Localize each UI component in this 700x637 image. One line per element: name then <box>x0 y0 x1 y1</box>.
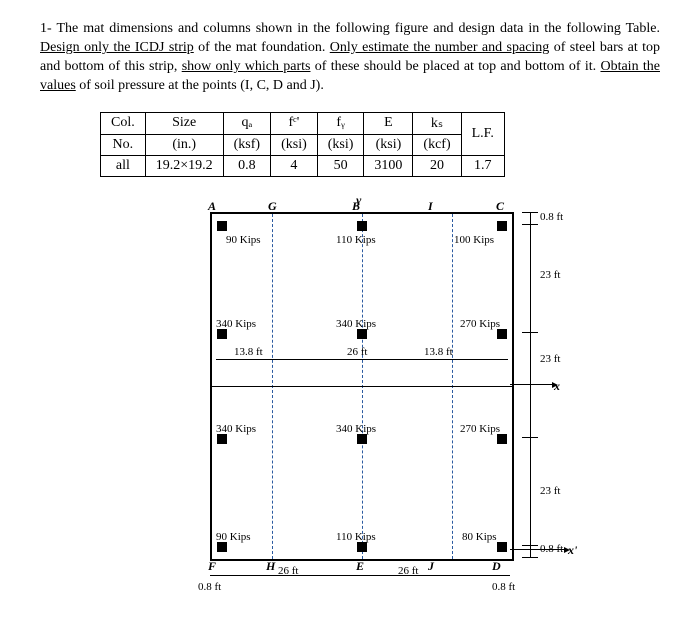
load-label: 340 Kips <box>336 318 376 330</box>
load-label: 80 Kips <box>462 531 497 543</box>
dim-label: 0.8 ft <box>198 581 221 593</box>
load-label: 90 Kips <box>216 531 251 543</box>
column <box>497 434 507 444</box>
dim-tick <box>522 212 538 213</box>
dim-label: 26 ft <box>398 565 418 577</box>
dim-label: 0.8 ft <box>540 211 563 223</box>
point-label: F <box>208 559 216 574</box>
th-fc: fᶜ' <box>271 112 318 134</box>
column <box>497 329 507 339</box>
td-col: all <box>101 155 146 176</box>
td-ks: 20 <box>413 155 461 176</box>
mat-foundation-figure: y 90 Kips 110 Kips 100 Kips 340 Kips 340… <box>170 197 580 597</box>
td-qa: 0.8 <box>223 155 270 176</box>
td-e: 3100 <box>364 155 413 176</box>
td-fy: 50 <box>317 155 364 176</box>
dim-label: 13.8 ft <box>424 346 453 358</box>
load-label: 110 Kips <box>336 234 376 246</box>
dim-tick <box>522 224 538 225</box>
dim-label: 26 ft <box>347 346 367 358</box>
dim-line-h <box>210 575 510 576</box>
dim-label: 26 ft <box>278 565 298 577</box>
dim-label: 13.8 ft <box>234 346 263 358</box>
point-label: I <box>428 199 433 214</box>
point-label: J <box>428 559 434 574</box>
dim-tick <box>522 557 538 558</box>
point-label: G <box>268 199 277 214</box>
point-label: A <box>208 199 216 214</box>
load-label: 270 Kips <box>460 318 500 330</box>
load-label: 340 Kips <box>336 423 376 435</box>
load-label: 90 Kips <box>226 234 261 246</box>
dim-label: 23 ft <box>540 353 560 365</box>
th-qa: qₐ <box>223 112 270 134</box>
point-label: C <box>496 199 504 214</box>
dim-label: 23 ft <box>540 269 560 281</box>
point-label: H <box>266 559 275 574</box>
column <box>357 434 367 444</box>
dim-tick <box>522 437 538 438</box>
th-lf: L.F. <box>461 112 504 155</box>
column <box>497 221 507 231</box>
th-ks: kₛ <box>413 112 461 134</box>
column <box>357 221 367 231</box>
column <box>217 434 227 444</box>
column <box>217 221 227 231</box>
point-label: B <box>352 199 360 214</box>
column <box>217 329 227 339</box>
load-label: 100 Kips <box>454 234 494 246</box>
dim-label: 23 ft <box>540 485 560 497</box>
th-size: Size <box>145 112 223 134</box>
dim-line <box>216 359 508 360</box>
x-prime-arrow <box>510 549 564 550</box>
td-lf: 1.7 <box>461 155 504 176</box>
problem-number: 1- <box>40 21 52 36</box>
th-e: E <box>364 112 413 134</box>
column <box>217 542 227 552</box>
dim-tick <box>522 332 538 333</box>
point-label: E <box>356 559 364 574</box>
design-data-table: Col. Size qₐ fᶜ' fᵧ E kₛ L.F. No. (in.) … <box>100 112 505 177</box>
td-fc: 4 <box>271 155 318 176</box>
dim-tick <box>522 545 538 546</box>
x-axis-line <box>212 386 512 387</box>
problem-statement: 1- The mat dimensions and columns shown … <box>40 20 660 96</box>
mat-outline: 90 Kips 110 Kips 100 Kips 340 Kips 340 K… <box>210 212 514 561</box>
column <box>497 542 507 552</box>
point-label: D <box>492 559 501 574</box>
th-col: Col. <box>101 112 146 134</box>
load-label: 340 Kips <box>216 318 256 330</box>
load-label: 270 Kips <box>460 423 500 435</box>
x-axis-arrow <box>510 384 552 385</box>
load-label: 110 Kips <box>336 531 376 543</box>
load-label: 340 Kips <box>216 423 256 435</box>
dim-label: 0.8 ft <box>492 581 515 593</box>
th-fy: fᵧ <box>317 112 364 134</box>
column <box>357 329 367 339</box>
td-size: 19.2×19.2 <box>145 155 223 176</box>
column <box>357 542 367 552</box>
